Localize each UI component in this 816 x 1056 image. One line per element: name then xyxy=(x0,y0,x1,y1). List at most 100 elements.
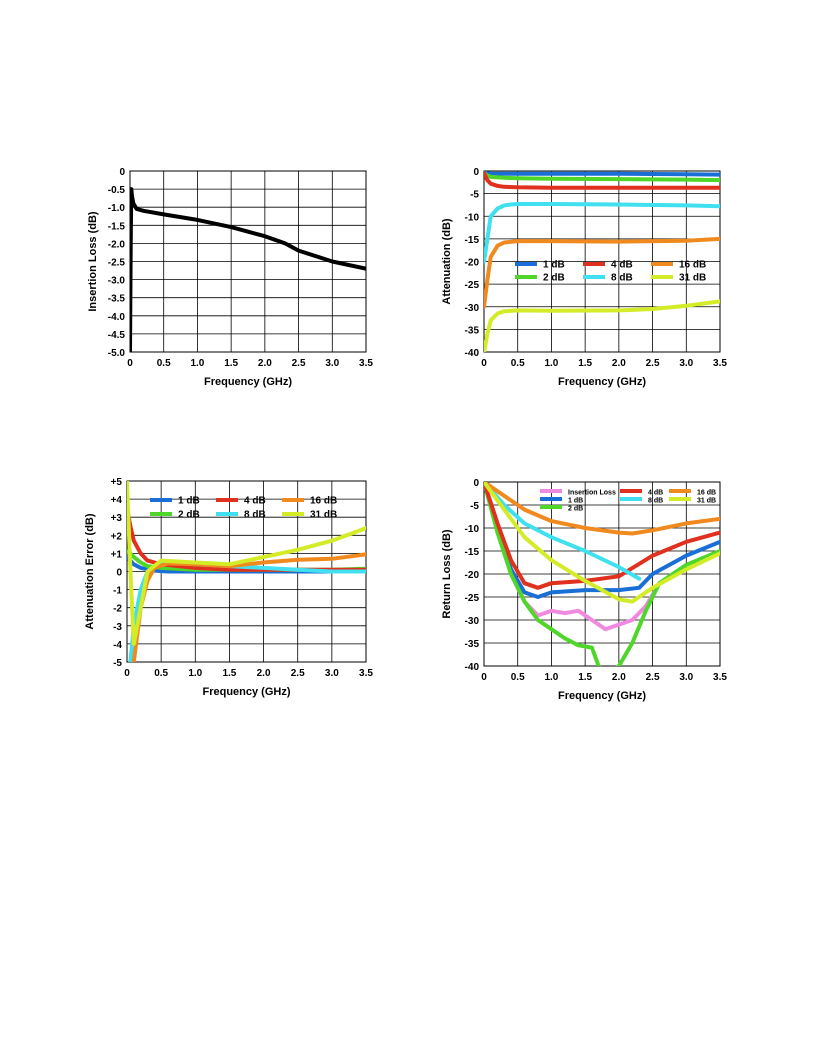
y-tick-label: -15 xyxy=(465,547,480,558)
y-tick-label: -15 xyxy=(465,235,480,246)
y-tick-label: -10 xyxy=(465,524,480,535)
y-tick-label: -5 xyxy=(113,658,122,669)
y-tick-label: +1 xyxy=(111,549,123,560)
y-tick-label: -30 xyxy=(465,616,480,627)
series-line-31-db xyxy=(484,299,720,352)
x-tick-label: 2.0 xyxy=(257,668,271,679)
y-tick-label: 0 xyxy=(473,478,479,489)
y-tick-label: -4.5 xyxy=(108,330,126,341)
x-tick-label: 2.5 xyxy=(291,668,305,679)
legend-label: Insertion Loss xyxy=(568,490,616,497)
return-loss-chart: 0 0.5 1.0 1.5 2.0 2.5 3.0 3.5 0 -5 -10 -15 -20 -25 -30… xyxy=(441,478,727,702)
y-tick-label: -35 xyxy=(465,325,480,336)
plot-frame xyxy=(483,481,721,667)
series-line-8-db xyxy=(128,560,366,662)
y-tick-label: -10 xyxy=(465,212,480,223)
y-tick-label: +4 xyxy=(111,495,123,506)
y-tick-label: -35 xyxy=(465,639,480,650)
x-tick-label: 1.5 xyxy=(578,358,592,369)
x-tick-label: 3.0 xyxy=(679,672,693,683)
legend-label: 4 dB xyxy=(648,490,663,497)
x-tick-label: 0 xyxy=(124,668,130,679)
y-tick-label: 0 xyxy=(116,568,122,579)
x-tick-label: 2.0 xyxy=(258,358,272,369)
y-axis-label: Insertion Loss (dB) xyxy=(87,211,99,312)
x-tick-label: 2.0 xyxy=(612,358,626,369)
series-line-trace xyxy=(130,187,366,352)
y-tick-label: -25 xyxy=(465,280,480,291)
series-line-2-db xyxy=(484,171,720,183)
y-tick-label: -3.0 xyxy=(108,276,126,287)
x-tick-label: 2.0 xyxy=(612,672,626,683)
y-tick-label: -2.0 xyxy=(108,239,126,250)
y-tick-label: +2 xyxy=(111,531,123,542)
y-tick-label: -0.5 xyxy=(108,185,126,196)
x-tick-label: 1.0 xyxy=(544,358,558,369)
legend-label: 1 dB xyxy=(178,496,200,507)
series-line-8-db xyxy=(484,202,720,264)
legend-label: 8 dB xyxy=(611,273,633,284)
x-tick-label: 3.5 xyxy=(359,668,373,679)
legend-label: 8 dB xyxy=(648,498,663,505)
y-tick-label: -3.5 xyxy=(108,294,126,305)
legend-label: 4 dB xyxy=(244,496,266,507)
y-tick-label: -5 xyxy=(470,190,479,201)
series-line-1-db xyxy=(484,171,720,177)
y-tick-label: -2.5 xyxy=(108,258,126,269)
x-tick-label: 3.5 xyxy=(713,672,727,683)
y-tick-label: -40 xyxy=(465,348,480,359)
y-tick-label: -5 xyxy=(470,501,479,512)
series-line-31-db xyxy=(127,481,366,646)
y-tick-label: 0 xyxy=(119,167,125,178)
x-tick-label: 0 xyxy=(481,358,487,369)
y-tick-label: -4.0 xyxy=(108,312,126,323)
x-tick-label: 3.5 xyxy=(713,358,727,369)
legend-label: 1 dB xyxy=(568,498,583,505)
x-tick-label: 3.0 xyxy=(325,668,339,679)
attenuation-error-chart: 0 0.5 1.0 1.5 2.0 2.5 3.0 3.5 +5 +4 +3 +2 +1 0 -1 -2 -3 -… xyxy=(84,477,373,698)
x-tick-label: 3.0 xyxy=(325,358,339,369)
y-tick-label: -20 xyxy=(465,570,480,581)
x-tick-label: 0 xyxy=(127,358,133,369)
y-tick-label: -3 xyxy=(113,622,122,633)
x-tick-label: 0.5 xyxy=(511,358,525,369)
legend-label: 31 dB xyxy=(310,510,337,521)
y-tick-label: -2 xyxy=(113,604,122,615)
y-axis-label: Return Loss (dB) xyxy=(441,529,453,619)
y-tick-label: -20 xyxy=(465,258,480,269)
x-axis-label: Frequency (GHz) xyxy=(202,686,290,698)
legend-label: 2 dB xyxy=(568,506,583,513)
series-line-4-db xyxy=(484,171,720,190)
y-tick-label: -1 xyxy=(113,586,122,597)
x-tick-label: 1.5 xyxy=(224,358,238,369)
y-tick-label: -4 xyxy=(113,640,122,651)
x-tick-label: 0.5 xyxy=(154,668,168,679)
y-tick-label: 0 xyxy=(473,167,479,178)
x-tick-label: 3.5 xyxy=(359,358,373,369)
series-line-8-db xyxy=(484,482,642,581)
legend-label: 1 dB xyxy=(543,260,565,271)
insertion-loss-chart: 0 0.5 1.0 1.5 2.0 2.5 3.0 3.5 0 -0.5 -1.0 -1.5 -2.0 -… xyxy=(87,167,373,388)
y-tick-label: +3 xyxy=(111,513,123,524)
series-line-16-db xyxy=(484,482,720,536)
y-tick-label: -1.0 xyxy=(108,203,126,214)
x-axis-label: Frequency (GHz) xyxy=(558,690,646,702)
y-tick-label: -5.0 xyxy=(108,348,126,359)
x-tick-label: 2.5 xyxy=(646,358,660,369)
y-tick-label: -1.5 xyxy=(108,221,126,232)
x-tick-label: 1.0 xyxy=(544,672,558,683)
legend-label: 16 dB xyxy=(679,260,706,271)
y-axis-label: Attenuation (dB) xyxy=(441,218,453,304)
legend-label: 4 dB xyxy=(611,260,633,271)
x-tick-label: 0.5 xyxy=(511,672,525,683)
series-line-4-db xyxy=(484,482,720,590)
series-line-2-db xyxy=(484,482,720,666)
x-tick-label: 3.0 xyxy=(679,358,693,369)
y-tick-label: +5 xyxy=(111,477,123,488)
x-axis-label: Frequency (GHz) xyxy=(558,376,646,388)
y-tick-label: -40 xyxy=(465,662,480,673)
y-tick-label: -30 xyxy=(465,303,480,314)
legend-label: 31 dB xyxy=(697,498,716,505)
legend-label: 16 dB xyxy=(310,496,337,507)
x-tick-label: 0.5 xyxy=(157,358,171,369)
